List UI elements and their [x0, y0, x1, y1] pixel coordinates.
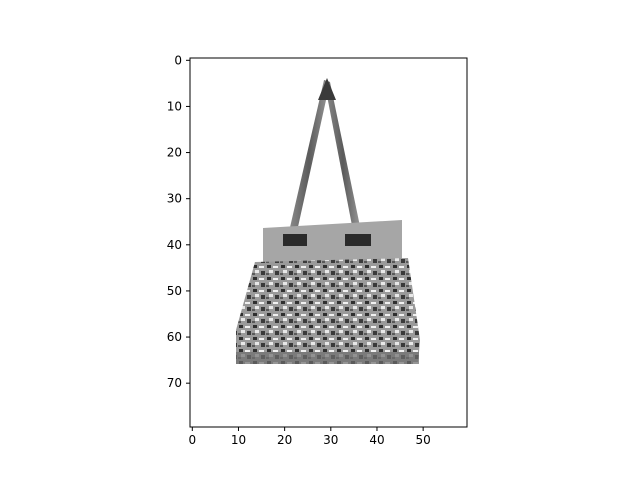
bag-body	[236, 258, 420, 364]
axes-frame	[189, 57, 468, 428]
image-area	[189, 57, 468, 428]
x-tick-label: 10	[231, 433, 246, 447]
y-tick-label: 0	[174, 53, 182, 67]
y-axis: 0 10 20 30 40 50 60 70	[167, 53, 190, 390]
y-tick-label: 70	[167, 376, 182, 390]
y-tick-label: 20	[167, 146, 182, 160]
y-tick-label: 30	[167, 192, 182, 206]
strap-top	[318, 78, 336, 100]
x-tick-label: 30	[323, 433, 338, 447]
right-buckle	[345, 234, 371, 246]
left-strap	[288, 80, 330, 236]
bag-bottom	[236, 352, 419, 364]
x-axis: 0 10 20 30 40 50	[188, 427, 431, 447]
x-tick-label: 50	[416, 433, 431, 447]
y-tick-label: 10	[167, 99, 182, 113]
x-tick-label: 0	[188, 433, 196, 447]
x-tick-label: 40	[369, 433, 384, 447]
left-buckle	[283, 234, 307, 246]
x-tick-label: 20	[277, 433, 292, 447]
y-tick-label: 50	[167, 284, 182, 298]
right-strap	[324, 80, 362, 236]
bag-flap	[263, 220, 402, 268]
y-tick-label: 40	[167, 238, 182, 252]
y-tick-label: 60	[167, 330, 182, 344]
handbag-picture	[236, 78, 420, 364]
